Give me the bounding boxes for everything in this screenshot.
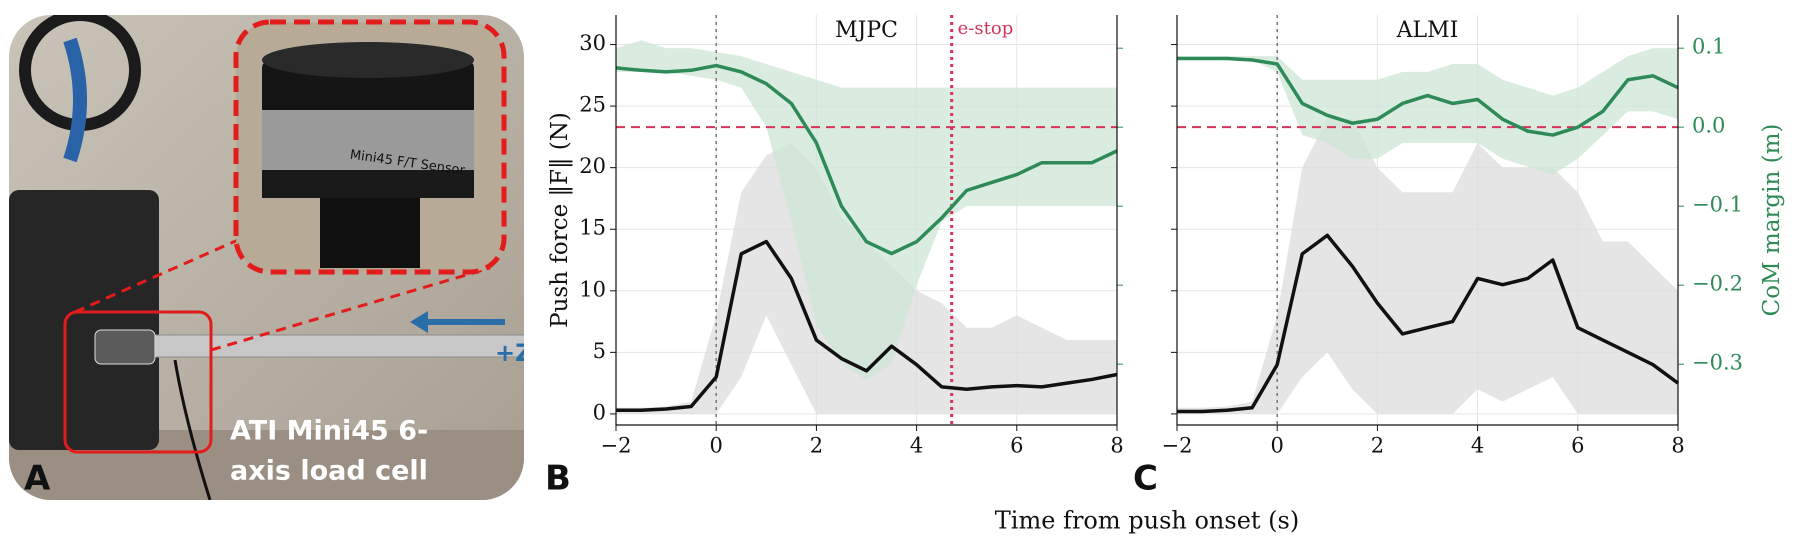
y2-tick-label: 0.0: [1692, 114, 1725, 138]
y2-tick-label: −0.3: [1692, 351, 1743, 375]
plot: −2 0 2 4 6 8 0 5 10 15 20 25 30 e-stop MJPC Push force …: [547, 15, 1124, 458]
panel-label: B: [545, 459, 571, 499]
chart-title: MJPC: [835, 18, 898, 43]
y-tick-label: 10: [579, 277, 606, 301]
x-tick-label: 6: [1571, 434, 1584, 458]
rail: [149, 334, 524, 358]
sensor-cap: [262, 42, 474, 78]
zoom-line: [210, 266, 491, 352]
line: [1177, 56, 1679, 137]
line: [1177, 233, 1680, 414]
sensor-ring: [262, 110, 474, 170]
x-tick-label: −2: [601, 434, 632, 458]
photo: Mini45 F/T Sensor +Z ATI Mini45 6- axis …: [9, 15, 533, 500]
x-tick-label: 4: [1471, 434, 1484, 458]
y-tick-label: 20: [579, 154, 606, 178]
panel-label: C: [1133, 459, 1158, 499]
x-tick-label: 2: [1371, 434, 1384, 458]
x-tick-label: −2: [1162, 434, 1193, 458]
y2-tick-label: 0.1: [1692, 35, 1725, 59]
arrow-head: [410, 311, 428, 333]
zoom-line: [74, 238, 239, 314]
line: [616, 239, 1118, 412]
y-tick-label: 30: [579, 31, 606, 55]
blue-cable: [63, 37, 87, 163]
robot-body: [9, 190, 159, 450]
y2-tick-label: −0.1: [1692, 193, 1743, 217]
band: [1177, 118, 1678, 414]
y2-axis-label: CoM margin (m): [1759, 124, 1785, 317]
chart-title: ALMI: [1396, 18, 1459, 43]
plot: −2 0 2 4 6 8 −0.3 −0.2 −0.1 0.0 0.1 ALMI CoM margin …: [1162, 15, 1785, 458]
axis-label: +Z: [495, 339, 533, 367]
sensor-mount: [320, 198, 420, 268]
line: [615, 63, 1118, 256]
reference-label: e-stop: [958, 18, 1014, 39]
x-tick-label: 8: [1671, 434, 1684, 458]
x-tick-label: 6: [1010, 434, 1023, 458]
y-tick-label: 5: [593, 339, 606, 363]
x-tick-label: 8: [1110, 434, 1123, 458]
axis-spine: [1176, 15, 1679, 426]
axis-spine: [615, 15, 1118, 426]
highlight-box: [63, 310, 213, 454]
y-axis-label: Push force ‖F‖ (N): [547, 112, 573, 328]
y2-tick-label: −0.2: [1692, 272, 1743, 296]
y-tick-label: 25: [579, 93, 606, 117]
panel-label: A: [24, 459, 51, 499]
band: [1177, 48, 1678, 175]
x-tick-label: 0: [1271, 434, 1284, 458]
band: [616, 40, 1117, 380]
sensor-small: [94, 329, 156, 365]
x-axis-label: Time from push onset (s): [995, 507, 1299, 535]
x-tick-label: 2: [810, 434, 823, 458]
y-tick-label: 0: [593, 400, 606, 424]
caption: ATI Mini45 6-: [230, 416, 428, 447]
x-tick-label: 4: [910, 434, 923, 458]
x-tick-label: 0: [710, 434, 723, 458]
y-tick-label: 15: [579, 216, 606, 240]
sensor-base: [262, 170, 474, 198]
wire: [173, 359, 212, 500]
caption: axis load cell: [230, 456, 428, 487]
